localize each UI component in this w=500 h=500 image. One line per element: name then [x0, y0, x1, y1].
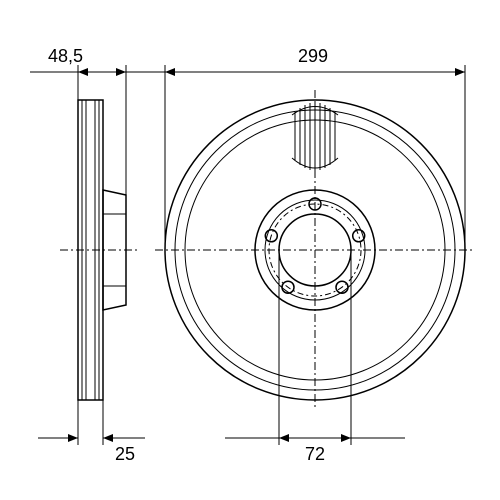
side-view	[60, 100, 140, 400]
dim-25: 25	[38, 400, 145, 464]
dim-48-5: 48,5	[30, 46, 170, 195]
dim-label-48-5: 48,5	[48, 46, 83, 66]
dim-label-25: 25	[115, 444, 135, 464]
brake-disc-drawing: 48,5 299 25 72	[0, 0, 500, 500]
dim-label-72: 72	[305, 444, 325, 464]
front-view	[155, 90, 475, 410]
dim-label-299: 299	[298, 46, 328, 66]
hatch-region	[292, 102, 338, 170]
